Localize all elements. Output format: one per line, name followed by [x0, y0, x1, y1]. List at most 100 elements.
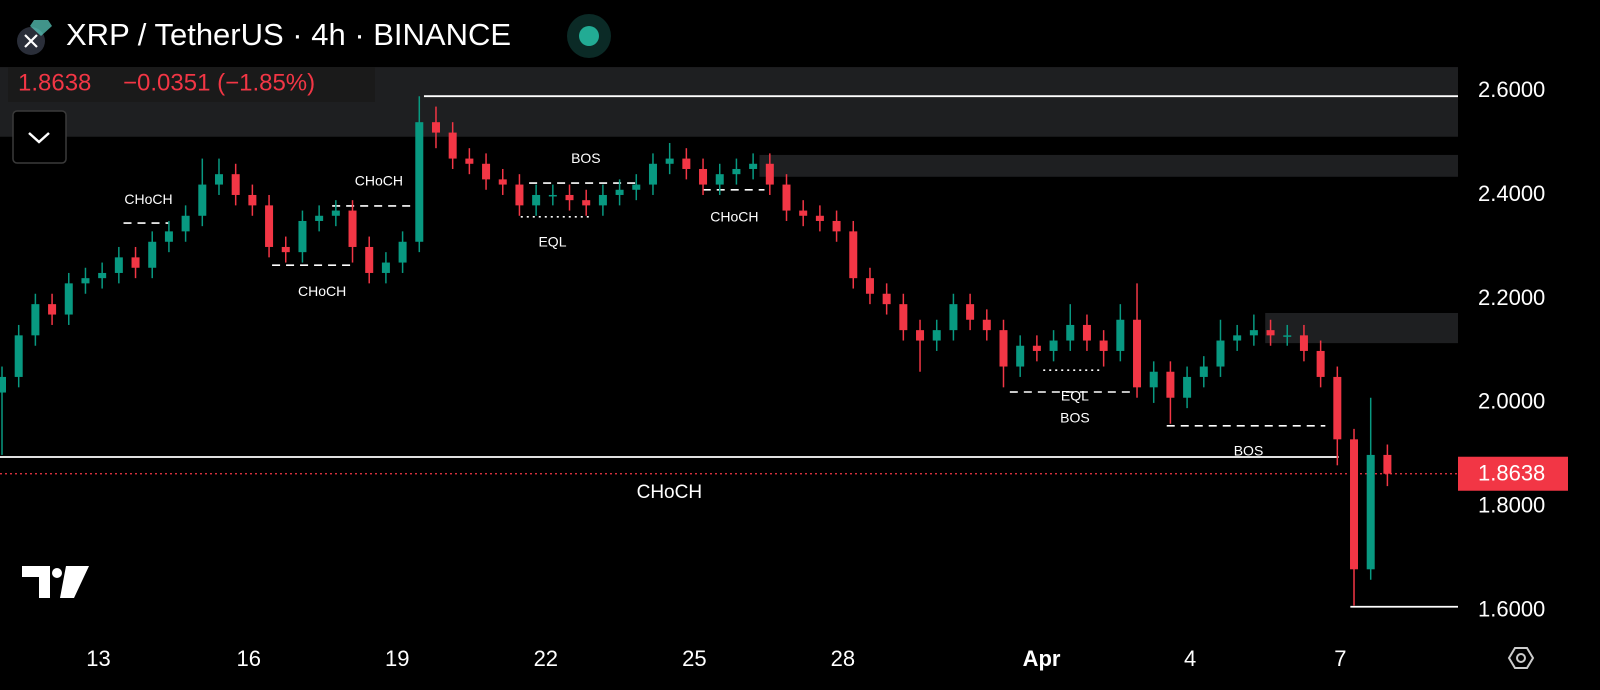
settings-icon: [1507, 647, 1535, 669]
annotation-label: CHoCH: [124, 191, 172, 207]
candle-body: [699, 168, 708, 185]
annotations: CHoCH CHoCH CHoCH BOS EQL CHoCH BOS EQL BOS CHoCH: [124, 150, 1263, 503]
candle-body: [865, 278, 874, 294]
candle-body: [0, 376, 7, 393]
y-tick-label: 1.6000: [1478, 597, 1545, 622]
close-icon: [24, 34, 38, 48]
candle-body: [1133, 319, 1142, 388]
candle-body: [81, 278, 90, 284]
candle-body: [1216, 340, 1225, 367]
y-tick-label: 2.2000: [1478, 285, 1545, 310]
candle-body: [1116, 319, 1125, 351]
candle-body: [732, 168, 741, 175]
candle-body: [1166, 371, 1175, 398]
y-tick-label: 2.0000: [1478, 389, 1545, 414]
candle-body: [665, 158, 674, 164]
candle-body: [64, 283, 73, 315]
logo-part: [52, 568, 62, 578]
candle-body: [381, 262, 390, 273]
candle-body: [999, 330, 1008, 367]
candle-body: [431, 122, 440, 133]
candle-body: [315, 215, 324, 221]
candle-body: [882, 293, 891, 305]
candle-body: [899, 304, 908, 331]
candle-body: [1316, 350, 1325, 377]
candle-body: [1249, 330, 1258, 336]
candle-body: [465, 158, 474, 164]
candle-body: [749, 163, 758, 169]
candle-body: [248, 194, 257, 206]
candle-body: [1299, 335, 1308, 351]
x-tick-label: 16: [236, 646, 260, 671]
candle-body: [682, 158, 691, 169]
candle-body: [1183, 376, 1192, 398]
candle-body: [1149, 371, 1158, 388]
candle-body: [799, 210, 808, 216]
candle-body: [1233, 335, 1242, 341]
settings-button[interactable]: [1507, 647, 1535, 669]
candle-body: [1016, 345, 1025, 367]
x-tick-label: 7: [1334, 646, 1346, 671]
candle-body: [598, 194, 607, 206]
candle-body: [782, 184, 791, 211]
price-tag-label: 1.8638: [1478, 461, 1545, 486]
candle-body: [1082, 324, 1091, 341]
price-box: [8, 67, 375, 102]
candle-body: [1283, 335, 1292, 337]
candle-body: [1266, 330, 1275, 336]
header: XRP / TetherUS · 4h · BINANCE 1.8638 −0.…: [8, 14, 611, 164]
levels: [0, 95, 1458, 608]
candle-body: [348, 210, 357, 247]
candle-body: [515, 184, 524, 206]
candle-body: [832, 220, 841, 232]
annotation-label: BOS: [1060, 410, 1090, 426]
candle-body: [548, 194, 557, 197]
settings-icon-center: [1516, 653, 1526, 663]
candle-body: [164, 231, 173, 242]
x-tick-label: 25: [682, 646, 706, 671]
candle-body: [615, 189, 624, 195]
last-price: 1.8638: [18, 69, 91, 96]
collapse-button[interactable]: [12, 110, 67, 164]
candle-body: [281, 246, 290, 253]
x-tick-label: 4: [1184, 646, 1196, 671]
candle-body: [916, 330, 925, 341]
annotation-label-main: CHoCH: [637, 482, 702, 503]
candle-body: [98, 272, 107, 279]
candle-body: [632, 184, 641, 190]
axis-ticks: 2.6000 2.4000 2.2000 2.0000 1.8000 1.6000 13 16…: [86, 77, 1545, 671]
candle-body: [148, 241, 157, 268]
zone: [1265, 312, 1458, 344]
candle-body: [265, 205, 274, 247]
candle-body: [398, 241, 407, 263]
zone: [759, 154, 1458, 177]
candle-body: [1099, 340, 1108, 351]
annotation-label: CHoCH: [710, 209, 758, 225]
candle-body: [114, 257, 123, 273]
candle-body: [482, 163, 491, 180]
price-change: −0.0351 (−1.85%): [123, 69, 315, 96]
candle-body: [1032, 345, 1041, 351]
candle-body: [48, 304, 57, 315]
symbol-title: XRP / TetherUS · 4h · BINANCE: [66, 17, 511, 52]
candle-body: [448, 132, 457, 159]
candle-body: [1066, 324, 1075, 341]
candle-body: [231, 174, 240, 195]
x-tick-label: 19: [385, 646, 409, 671]
candle-body: [982, 319, 991, 331]
annotation-label: EQL: [1061, 387, 1089, 403]
candle-body: [1366, 454, 1375, 570]
y-tick-label: 2.4000: [1478, 181, 1545, 206]
x-tick-label: 28: [831, 646, 855, 671]
tradingview-logo: [22, 566, 89, 598]
candle-body: [815, 215, 824, 221]
candle-body: [331, 210, 340, 216]
candle-body: [532, 194, 541, 206]
price-tag: [1458, 456, 1568, 491]
candle-body: [198, 184, 207, 216]
logo-part: [22, 566, 50, 598]
candle-body: [715, 174, 724, 185]
candle-body: [949, 304, 958, 331]
annotation-label: CHoCH: [298, 283, 346, 299]
